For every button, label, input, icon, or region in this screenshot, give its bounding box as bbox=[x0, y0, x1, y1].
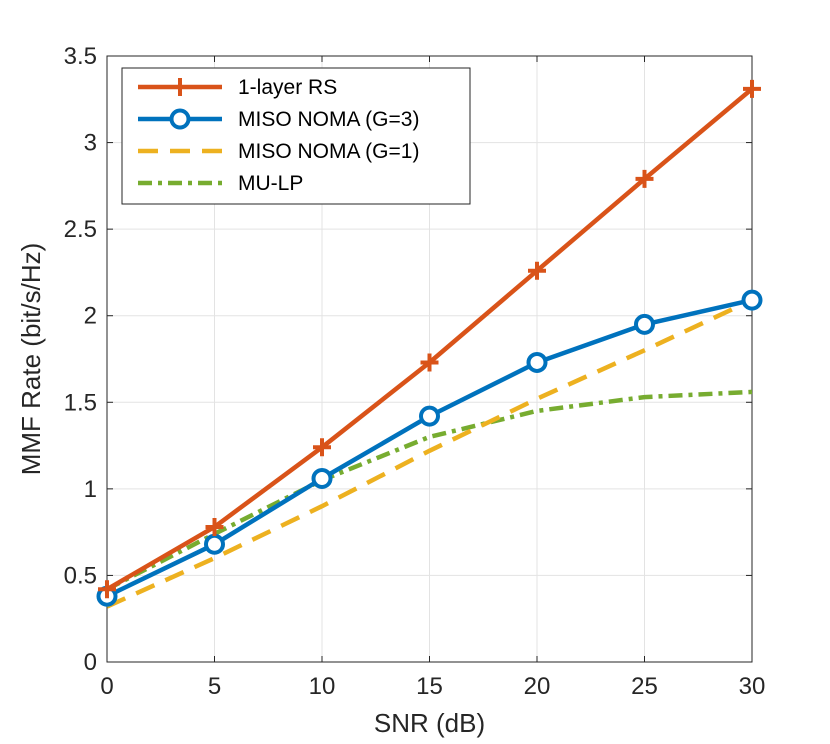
data-point-miso-noma-g-3 bbox=[419, 405, 440, 427]
data-point-1-layer-rs bbox=[528, 261, 546, 280]
x-tick-label: 25 bbox=[631, 673, 658, 700]
data-point-miso-noma-g-3 bbox=[204, 533, 225, 555]
series-line-miso-noma-g-1 bbox=[106, 298, 753, 609]
data-point-1-layer-rs bbox=[743, 79, 761, 98]
x-axis-title: SNR (dB) bbox=[374, 708, 485, 738]
data-point-miso-noma-g-3 bbox=[634, 313, 655, 335]
y-tick-label: 3.5 bbox=[64, 43, 97, 70]
legend-marker-miso-noma-g-3 bbox=[169, 108, 191, 130]
legend-label-1-layer-rs: 1-layer RS bbox=[238, 76, 337, 99]
y-tick-label: 0 bbox=[84, 649, 97, 676]
data-point-miso-noma-g-3 bbox=[526, 351, 548, 373]
axis-ticks: 0 5 10 15 20 25 30 0 0.5 1 1.5 2 2.5 3 3.5 bbox=[64, 43, 766, 700]
y-tick-label: 3 bbox=[84, 130, 97, 157]
x-tick-label: 30 bbox=[739, 673, 766, 700]
data-point-1-layer-rs bbox=[205, 517, 224, 536]
y-tick-label: 1.5 bbox=[64, 389, 97, 416]
data-point-miso-noma-g-3 bbox=[741, 289, 763, 311]
legend-label-mu-lp: MU-LP bbox=[238, 172, 303, 195]
legend-label-miso-noma-g-1: MISO NOMA (G=1) bbox=[238, 140, 419, 163]
legend: 1-layer RS MISO NOMA (G=3) MISO NOMA (G=1)… bbox=[121, 67, 471, 205]
series-1-layer-rs bbox=[98, 79, 761, 599]
legend-label-miso-noma-g-3: MISO NOMA (G=3) bbox=[238, 108, 419, 131]
y-tick-label: 0.5 bbox=[64, 562, 97, 589]
x-tick-label: 20 bbox=[524, 673, 551, 700]
y-axis-title: MMF Rate (bit/s/Hz) bbox=[16, 243, 46, 476]
y-tick-label: 2.5 bbox=[64, 216, 97, 243]
y-tick-label: 1 bbox=[84, 476, 97, 503]
data-point-1-layer-rs bbox=[420, 353, 439, 372]
series-group bbox=[96, 79, 763, 609]
data-point-miso-noma-g-3 bbox=[311, 467, 333, 489]
x-tick-label: 0 bbox=[100, 673, 113, 700]
y-tick-label: 2 bbox=[84, 303, 97, 330]
data-point-1-layer-rs bbox=[313, 438, 331, 457]
series-miso-noma-g-3 bbox=[96, 289, 763, 607]
x-tick-label: 15 bbox=[416, 673, 443, 700]
x-tick-label: 5 bbox=[208, 673, 221, 700]
x-tick-label: 10 bbox=[309, 673, 336, 700]
data-point-1-layer-rs bbox=[98, 580, 116, 599]
series-miso-noma-g-1 bbox=[106, 298, 753, 609]
data-point-1-layer-rs bbox=[635, 169, 654, 188]
legend-marker-1-layer-rs bbox=[171, 78, 189, 96]
